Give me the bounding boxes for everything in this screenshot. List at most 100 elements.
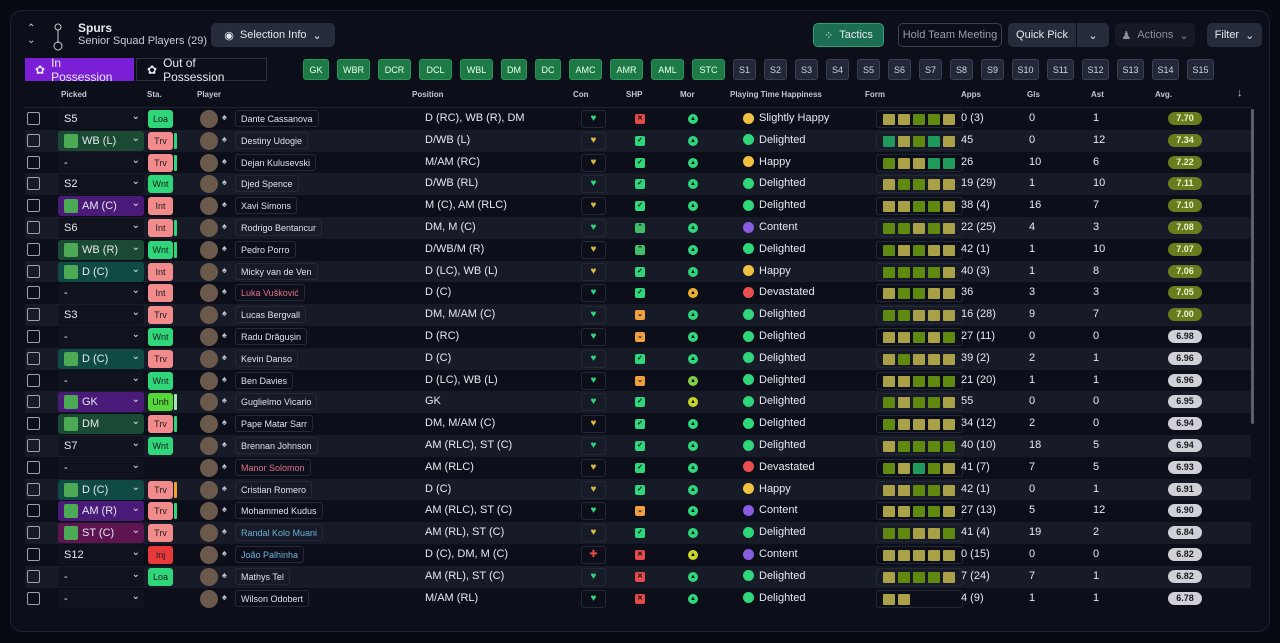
sub-slot-s15[interactable]: S15 — [1187, 59, 1214, 80]
col-gls[interactable]: Gls — [1027, 90, 1040, 99]
select-checkbox[interactable] — [27, 395, 40, 409]
filter-button[interactable]: Filter ⌄ — [1207, 23, 1262, 47]
select-checkbox[interactable] — [27, 526, 40, 540]
col-avg[interactable]: Avg. — [1155, 90, 1173, 99]
col-player[interactable]: Player — [197, 90, 222, 99]
picked-dropdown[interactable]: - ⌄ — [58, 283, 144, 304]
table-row[interactable]: WB (R) ⌄ Wnt ♠ Pedro Porro D/WB/M (R) ♥ ⌃ ▲ Delig… — [25, 239, 1251, 261]
player-name[interactable]: Randal Kolo Muani — [235, 524, 324, 542]
sub-slot-s6[interactable]: S6 — [888, 59, 911, 80]
table-row[interactable]: AM (C) ⌄ Int ♠ Xavi Simons M (C), AM (RLC) ♥ ✓ ▲… — [25, 195, 1251, 217]
select-checkbox[interactable] — [27, 373, 40, 387]
player-name[interactable]: João Palhinha — [235, 546, 305, 563]
table-row[interactable]: D (C) ⌄ Trv ♠ Cristian Romero D (C) ♥ ✓ ▲ Happy 42… — [25, 478, 1251, 501]
select-checkbox[interactable] — [27, 482, 40, 496]
sub-slot-s14[interactable]: S14 — [1152, 59, 1179, 80]
select-checkbox[interactable] — [27, 112, 40, 125]
table-row[interactable]: AM (R) ⌄ Trv ♠ Mohammed Kudus AM (RLC), ST (C… — [25, 500, 1251, 522]
player-name[interactable]: Xavi Simons — [235, 197, 298, 215]
picked-dropdown[interactable]: ST (C) ⌄ — [58, 523, 144, 544]
col-apps[interactable]: Apps — [961, 90, 981, 99]
table-row[interactable]: S3 ⌄ Trv ♠ Lucas Bergvall DM, M/AM (C) ♥ ⌄ ▲ Deli… — [25, 304, 1251, 326]
select-checkbox[interactable] — [27, 286, 40, 300]
select-checkbox[interactable] — [27, 264, 40, 278]
sub-slot-s3[interactable]: S3 — [795, 59, 818, 80]
picked-dropdown[interactable]: - ⌄ — [58, 566, 144, 587]
actions-button[interactable]: ♟ Actions ⌄ — [1115, 23, 1195, 47]
table-row[interactable]: S7 ⌄ Wnt ♠ Brennan Johnson AM (RLC), ST (C) ♥ ✓… — [25, 435, 1251, 457]
select-checkbox[interactable] — [27, 548, 40, 561]
picked-dropdown[interactable]: WB (R) ⌄ — [58, 239, 144, 260]
table-row[interactable]: - ⌄ Int ♠ Luka Vušković D (C) ♥ ✓ ▲ Devastated 36 3… — [25, 282, 1251, 304]
select-checkbox[interactable] — [27, 221, 40, 234]
col-picked[interactable]: Picked — [61, 90, 87, 99]
table-row[interactable]: S6 ⌄ Int ♠ Rodrigo Bentancur DM, M (C) ♥ ⌃ ▲ Cont… — [25, 217, 1251, 239]
picked-dropdown[interactable]: - ⌄ — [58, 327, 144, 347]
hold-team-meeting-button[interactable]: Hold Team Meeting — [898, 23, 1002, 47]
sub-slot-s5[interactable]: S5 — [857, 59, 880, 80]
position-slot-stc[interactable]: STC — [692, 59, 725, 80]
position-slot-dcl[interactable]: DCL — [419, 59, 452, 80]
position-slot-wbl[interactable]: WBL — [460, 59, 493, 80]
position-slot-amc[interactable]: AMC — [569, 59, 602, 80]
table-row[interactable]: - ⌄ Trv ♠ Dejan Kulusevski M/AM (RC) ♥ ✓ ▲ Happy 2… — [25, 152, 1251, 174]
position-slot-dcr[interactable]: DCR — [378, 59, 411, 80]
picked-dropdown[interactable]: - ⌄ — [58, 152, 144, 173]
sub-slot-s2[interactable]: S2 — [764, 59, 787, 80]
picked-dropdown[interactable]: DM ⌄ — [58, 414, 144, 435]
player-name[interactable]: Destiny Udogie — [235, 131, 309, 149]
tactics-button[interactable]: ⁘ Tactics — [813, 23, 884, 47]
sub-slot-s10[interactable]: S10 — [1012, 59, 1039, 80]
table-row[interactable]: D (C) ⌄ Trv ♠ Kevin Danso D (C) ♥ ✓ ▲ Delighted 39… — [25, 347, 1251, 370]
player-name[interactable]: Rodrigo Bentancur — [235, 219, 323, 236]
col-form[interactable]: Form — [865, 90, 885, 99]
position-slot-wbr[interactable]: WBR — [337, 59, 370, 80]
player-name[interactable]: Lucas Bergvall — [235, 306, 307, 324]
player-name[interactable]: Dejan Kulusevski — [235, 153, 317, 171]
picked-dropdown[interactable]: S3 ⌄ — [58, 305, 144, 326]
select-checkbox[interactable] — [27, 439, 40, 452]
sub-slot-s7[interactable]: S7 — [919, 59, 942, 80]
picked-dropdown[interactable]: D (C) ⌄ — [58, 348, 144, 369]
col-mor[interactable]: Mor — [680, 90, 695, 99]
player-name[interactable]: Guglielmo Vicario — [235, 393, 318, 411]
player-name[interactable]: Pedro Porro — [235, 240, 296, 258]
select-checkbox[interactable] — [27, 569, 40, 583]
picked-dropdown[interactable]: - ⌄ — [58, 457, 144, 478]
picked-dropdown[interactable]: AM (C) ⌄ — [58, 196, 144, 217]
player-name[interactable]: Brennan Johnson — [235, 437, 318, 454]
table-row[interactable]: S5 ⌄ Loa ♠ Dante Cassanova D (RC), WB (R), DM… — [25, 108, 1251, 130]
table-row[interactable]: - ⌄ Wnt ♠ Ben Davies D (LC), WB (L) ♥ ⌄ ▲ Delight… — [25, 370, 1251, 392]
sort-arrow-icon[interactable]: ↓ — [1237, 87, 1243, 99]
table-row[interactable]: ST (C) ⌄ Trv ♠ Randal Kolo Muani AM (RL), ST … — [25, 522, 1251, 544]
picked-dropdown[interactable]: - ⌄ — [58, 370, 144, 391]
col-position[interactable]: Position — [412, 90, 444, 99]
picked-dropdown[interactable]: S7 ⌄ — [58, 436, 144, 456]
player-name[interactable]: Wilson Odobert — [235, 589, 310, 607]
table-row[interactable]: WB (L) ⌄ Trv ♠ Destiny Udogie D/WB (L) ♥ ✓ ▲ Deli… — [25, 129, 1251, 152]
table-row[interactable]: - ⌄ ♠ Manor Solomon AM (RLC) ♥ ✓ ▲ Devastated 41 … — [25, 457, 1251, 479]
position-slot-dm[interactable]: DM — [501, 59, 527, 80]
prev-next-arrows[interactable]: ⌃ ⌄ — [27, 23, 36, 46]
col-shp[interactable]: SHP — [626, 90, 643, 99]
player-name[interactable]: Mathys Tel — [235, 567, 290, 585]
table-row[interactable]: - ⌄ Wnt ♠ Radu Drăgușin D (RC) ♥ ⌄ ▲ Delighted 27 … — [25, 326, 1251, 348]
picked-dropdown[interactable]: D (C) ⌄ — [58, 261, 144, 282]
position-slot-amr[interactable]: AMR — [610, 59, 643, 80]
col-con[interactable]: Con — [573, 90, 589, 99]
select-checkbox[interactable] — [27, 417, 40, 431]
player-name[interactable]: Kevin Danso — [235, 349, 299, 367]
player-name[interactable]: Mohammed Kudus — [235, 502, 323, 520]
col-pth[interactable]: Playing Time Happiness — [730, 90, 822, 99]
picked-dropdown[interactable]: GK ⌄ — [58, 392, 144, 413]
picked-dropdown[interactable]: WB (L) ⌄ — [58, 130, 144, 151]
tab-out-of-possession[interactable]: ✿ Out of Possession — [136, 56, 267, 84]
col-ast[interactable]: Ast — [1091, 90, 1104, 99]
player-name[interactable]: Ben Davies — [235, 371, 294, 389]
select-checkbox[interactable] — [27, 351, 40, 365]
select-checkbox[interactable] — [27, 591, 40, 605]
player-name[interactable]: Pape Matar Sarr — [235, 415, 314, 433]
table-row[interactable]: GK ⌄ Unh ♠ Guglielmo Vicario GK ♥ ✓ ▲ Delighted 55… — [25, 391, 1251, 414]
player-name[interactable]: Micky van de Ven — [235, 262, 318, 280]
picked-dropdown[interactable]: S12 ⌄ — [58, 545, 144, 565]
